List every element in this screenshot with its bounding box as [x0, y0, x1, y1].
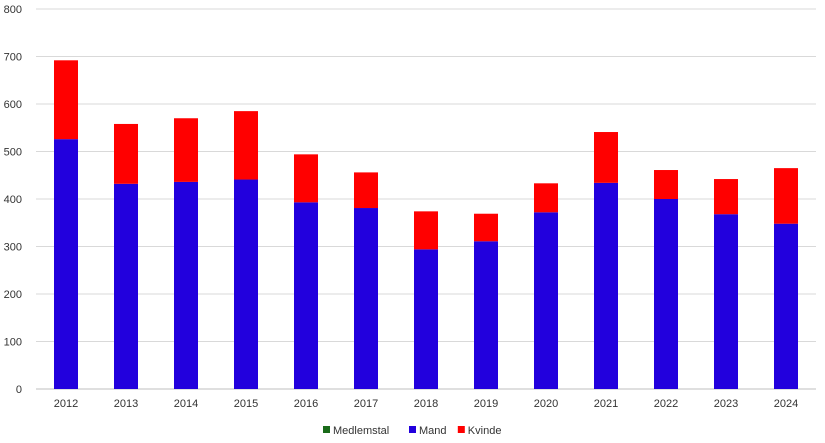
x-tick-label: 2023: [714, 398, 738, 410]
x-tick-label: 2013: [114, 398, 138, 410]
bar-kvinde-2023: [714, 179, 738, 215]
x-tick-label: 2022: [654, 398, 678, 410]
bar-mand-2012: [54, 139, 78, 389]
y-tick-label: 500: [4, 147, 22, 159]
bar-mand-2014: [174, 181, 198, 389]
y-tick-label: 0: [16, 384, 22, 396]
x-tick-label: 2017: [354, 398, 378, 410]
bar-kvinde-2017: [354, 172, 378, 209]
bar-mand-2023: [714, 214, 738, 389]
legend-swatch-kvinde: [457, 426, 465, 433]
legend-swatch-medlemstal: [323, 426, 330, 433]
bar-kvinde-2022: [654, 170, 678, 199]
x-tick-label: 2012: [54, 398, 78, 410]
legend-label-medlemstal: Medlemstal: [333, 425, 389, 437]
bar-kvinde-2015: [234, 111, 258, 180]
y-tick-label: 700: [4, 52, 22, 64]
bar-mand-2024: [774, 223, 798, 389]
bar-kvinde-2012: [54, 60, 78, 140]
legend-swatch-mand: [409, 426, 416, 433]
bar-mand-2018: [414, 249, 438, 389]
bar-kvinde-2020: [534, 183, 558, 213]
y-tick-label: 100: [4, 337, 22, 349]
y-tick-label: 800: [4, 4, 22, 16]
y-tick-label: 300: [4, 242, 22, 254]
bar-mand-2017: [354, 208, 378, 389]
bar-kvinde-2014: [174, 118, 198, 182]
x-tick-label: 2019: [474, 398, 498, 410]
bar-mand-2013: [114, 183, 138, 389]
bar-mand-2016: [294, 202, 318, 389]
bar-kvinde-2021: [594, 132, 618, 183]
bar-mand-2021: [594, 182, 618, 389]
bar-kvinde-2016: [294, 154, 318, 203]
y-tick-label: 600: [4, 99, 22, 111]
x-tick-label: 2018: [414, 398, 438, 410]
x-axis: 2012 2013 2014 2015 2016 2017 2018 2019 2020 2021…: [54, 398, 798, 410]
legend: Medlemstal Mand Kvinde: [323, 425, 501, 437]
gridlines: [36, 8, 816, 390]
x-tick-label: 2014: [174, 398, 198, 410]
legend-label-mand: Mand: [419, 425, 447, 437]
bar-mand-2022: [654, 199, 678, 389]
x-tick-label: 2024: [774, 398, 798, 410]
x-tick-label: 2021: [594, 398, 618, 410]
y-axis: 0 100 200 300 400 500 600 700 800: [4, 4, 22, 396]
bar-kvinde-2018: [414, 211, 438, 250]
bar-kvinde-2019: [474, 213, 498, 242]
bar-mand-2020: [534, 212, 558, 389]
bar-kvinde-2024: [774, 168, 798, 224]
x-tick-label: 2016: [294, 398, 318, 410]
bar-kvinde-2013: [114, 123, 138, 184]
y-tick-label: 200: [4, 289, 22, 301]
bar-mand-2019: [474, 241, 498, 389]
bars: [54, 60, 798, 389]
legend-label-kvinde: Kvinde: [468, 425, 502, 437]
bar-mand-2015: [234, 179, 258, 389]
x-tick-label: 2015: [234, 398, 258, 410]
y-tick-label: 400: [4, 194, 22, 206]
x-tick-label: 2020: [534, 398, 558, 410]
